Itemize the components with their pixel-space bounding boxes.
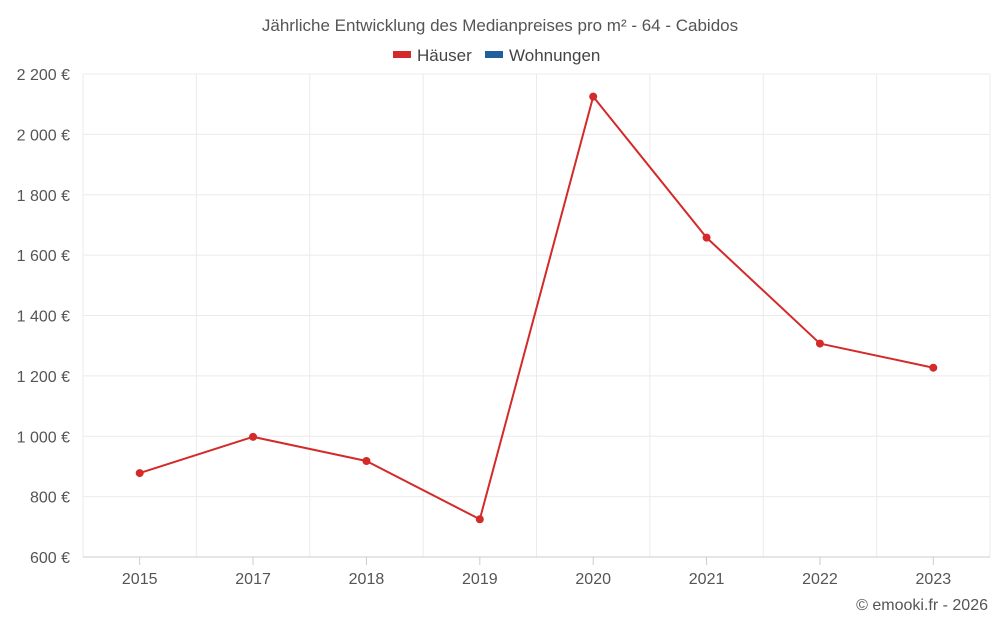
data-point[interactable] [475, 515, 484, 524]
y-tick-label: 600 € [30, 550, 70, 567]
x-tick-label: 2018 [349, 571, 385, 588]
legend-item-haeuser[interactable]: Häuser [393, 46, 472, 65]
y-tick-label: 1 400 € [17, 309, 70, 326]
x-tick-label: 2023 [916, 571, 952, 588]
series-points [135, 92, 938, 524]
y-tick-label: 1 000 € [17, 429, 70, 446]
data-point[interactable] [249, 432, 258, 441]
data-point[interactable] [589, 92, 598, 101]
legend-label-wohnungen: Wohnungen [509, 46, 600, 65]
legend-swatch-wohnungen [485, 51, 503, 58]
x-gridlines [82, 74, 991, 557]
legend-item-wohnungen[interactable]: Wohnungen [485, 46, 600, 65]
x-tick-label: 2022 [802, 571, 838, 588]
y-tick-label: 1 800 € [17, 188, 70, 205]
chart-title: Jährliche Entwicklung des Medianpreises … [262, 16, 738, 35]
data-point[interactable] [362, 457, 371, 466]
credit-text: © emooki.fr - 2026 [856, 597, 988, 614]
y-tick-label: 1 600 € [17, 248, 70, 265]
series-line-0 [139, 95, 934, 521]
legend-label-haeuser: Häuser [417, 46, 472, 65]
legend-swatch-haeuser [393, 51, 411, 58]
y-tick-label: 2 000 € [17, 127, 70, 144]
y-tick-label: 800 € [30, 490, 70, 507]
x-tick-label: 2020 [575, 571, 611, 588]
x-axis-ticks: 2015 2017 2018 2019 2020 2021 2022 2023 [122, 557, 951, 588]
y-tick-label: 1 200 € [17, 369, 70, 386]
series-lines [139, 95, 934, 521]
legend: Häuser Wohnungen [393, 46, 600, 65]
data-point[interactable] [929, 363, 938, 372]
data-point[interactable] [702, 233, 711, 242]
x-tick-label: 2019 [462, 571, 498, 588]
x-tick-label: 2017 [235, 571, 271, 588]
data-point[interactable] [815, 339, 824, 348]
y-axis-ticks: 600 € 800 € 1 000 € 1 200 € 1 400 € 1 600 € 1 … [17, 67, 70, 567]
y-tick-label: 2 200 € [17, 67, 70, 84]
x-tick-label: 2015 [122, 571, 158, 588]
x-tick-label: 2021 [689, 571, 725, 588]
data-point[interactable] [135, 469, 144, 478]
